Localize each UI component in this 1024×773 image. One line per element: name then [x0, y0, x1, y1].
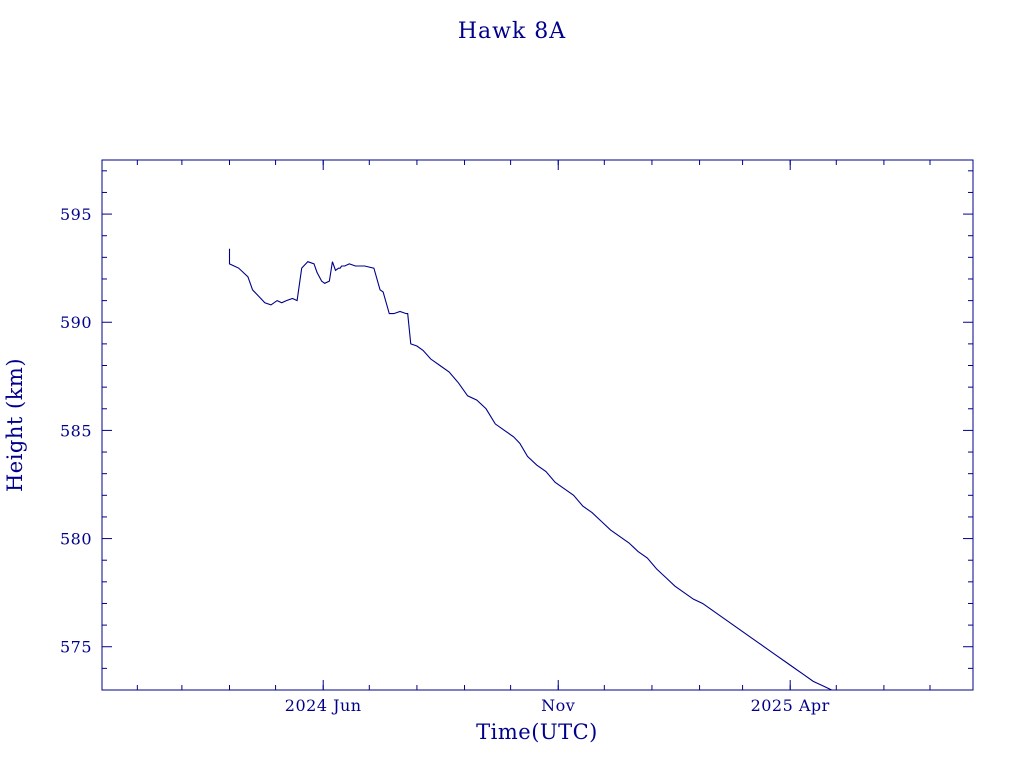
y-tick-labels: 575 580 585 590 595: [60, 205, 92, 657]
series-line-height: [228, 248, 832, 691]
x-tick-label: 2024 Jun: [285, 696, 362, 715]
y-tick-label: 580: [60, 530, 92, 549]
x-tick-label: 2025 Apr: [751, 696, 830, 715]
y-tick-label: 590: [60, 313, 92, 332]
x-tick-labels: 2024 Jun Nov 2025 Apr: [285, 696, 830, 715]
y-axis-label: Height (km): [3, 358, 27, 492]
x-minor-ticks: [136, 160, 931, 690]
x-axis-label: Time(UTC): [476, 720, 598, 744]
x-tick-label: Nov: [541, 696, 575, 715]
x-major-ticks: [322, 160, 791, 690]
plot-frame: [101, 159, 974, 691]
y-tick-label: 585: [60, 421, 92, 440]
chart-title: Hawk 8A: [458, 19, 566, 44]
y-minor-ticks: [102, 170, 973, 691]
y-tick-label: 575: [60, 638, 92, 657]
y-major-ticks: [102, 213, 973, 648]
y-tick-label: 595: [60, 205, 92, 224]
